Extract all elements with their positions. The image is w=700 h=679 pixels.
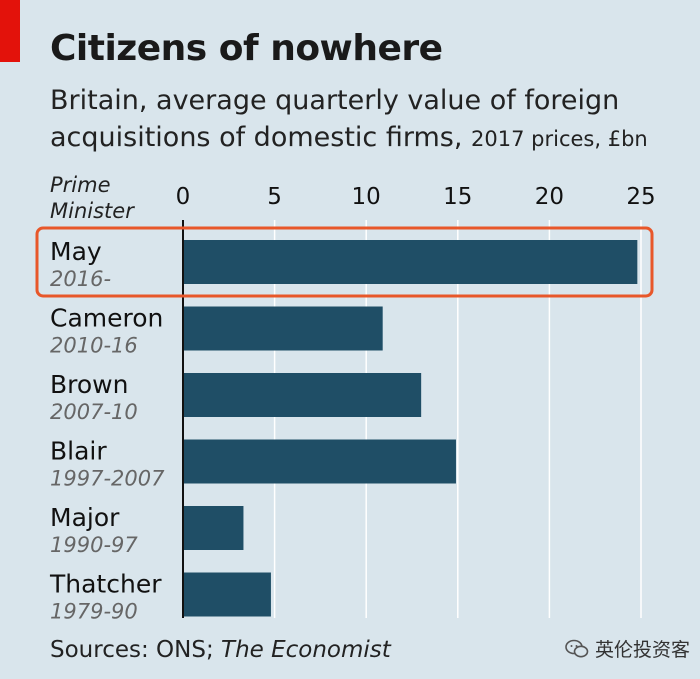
tick-label: 0 (176, 184, 191, 210)
bar (183, 373, 422, 417)
axis-label-line-2: Minister (50, 199, 135, 223)
period-label: 2016- (50, 267, 111, 291)
category-label: Brown (50, 370, 128, 399)
subtitle-units: 2017 prices, £bn (471, 127, 648, 151)
period-label: 2010-16 (50, 334, 138, 358)
tick-label: 15 (443, 184, 472, 210)
highlight-box (35, 226, 654, 298)
axis-label-line-1: Prime (50, 173, 111, 197)
category-label: Cameron (50, 304, 163, 333)
tick-label: 5 (267, 184, 282, 210)
bar (183, 240, 638, 284)
category-label: Thatcher (49, 570, 162, 599)
chart-title: Citizens of nowhere (50, 28, 443, 69)
bar (183, 439, 456, 484)
category-label: Blair (50, 437, 107, 466)
source-prefix: Sources: ONS; (50, 637, 214, 663)
category-label: May (50, 237, 102, 266)
period-label: 1997-2007 (50, 467, 165, 491)
chart-subtitle: Britain, average quarterly value of fore… (50, 82, 670, 158)
subtitle-text: Britain, average quarterly value of fore… (50, 85, 620, 153)
bar (183, 572, 271, 617)
period-label: 2007-10 (50, 400, 138, 424)
source-note: Sources: ONS; The Economist (50, 637, 391, 663)
watermark: 英伦投资客 (565, 635, 690, 662)
source-italic: The Economist (221, 637, 391, 663)
bar (183, 306, 383, 351)
period-label: 1990-97 (50, 533, 138, 557)
category-label: Major (50, 503, 120, 532)
tick-label: 20 (535, 184, 564, 210)
period-label: 1979-90 (50, 600, 138, 624)
tick-label: 10 (352, 184, 381, 210)
red-tag (0, 0, 20, 62)
bar (183, 506, 244, 550)
tick-label: 25 (626, 184, 655, 210)
wechat-icon (565, 639, 589, 657)
watermark-text: 英伦投资客 (595, 639, 691, 661)
